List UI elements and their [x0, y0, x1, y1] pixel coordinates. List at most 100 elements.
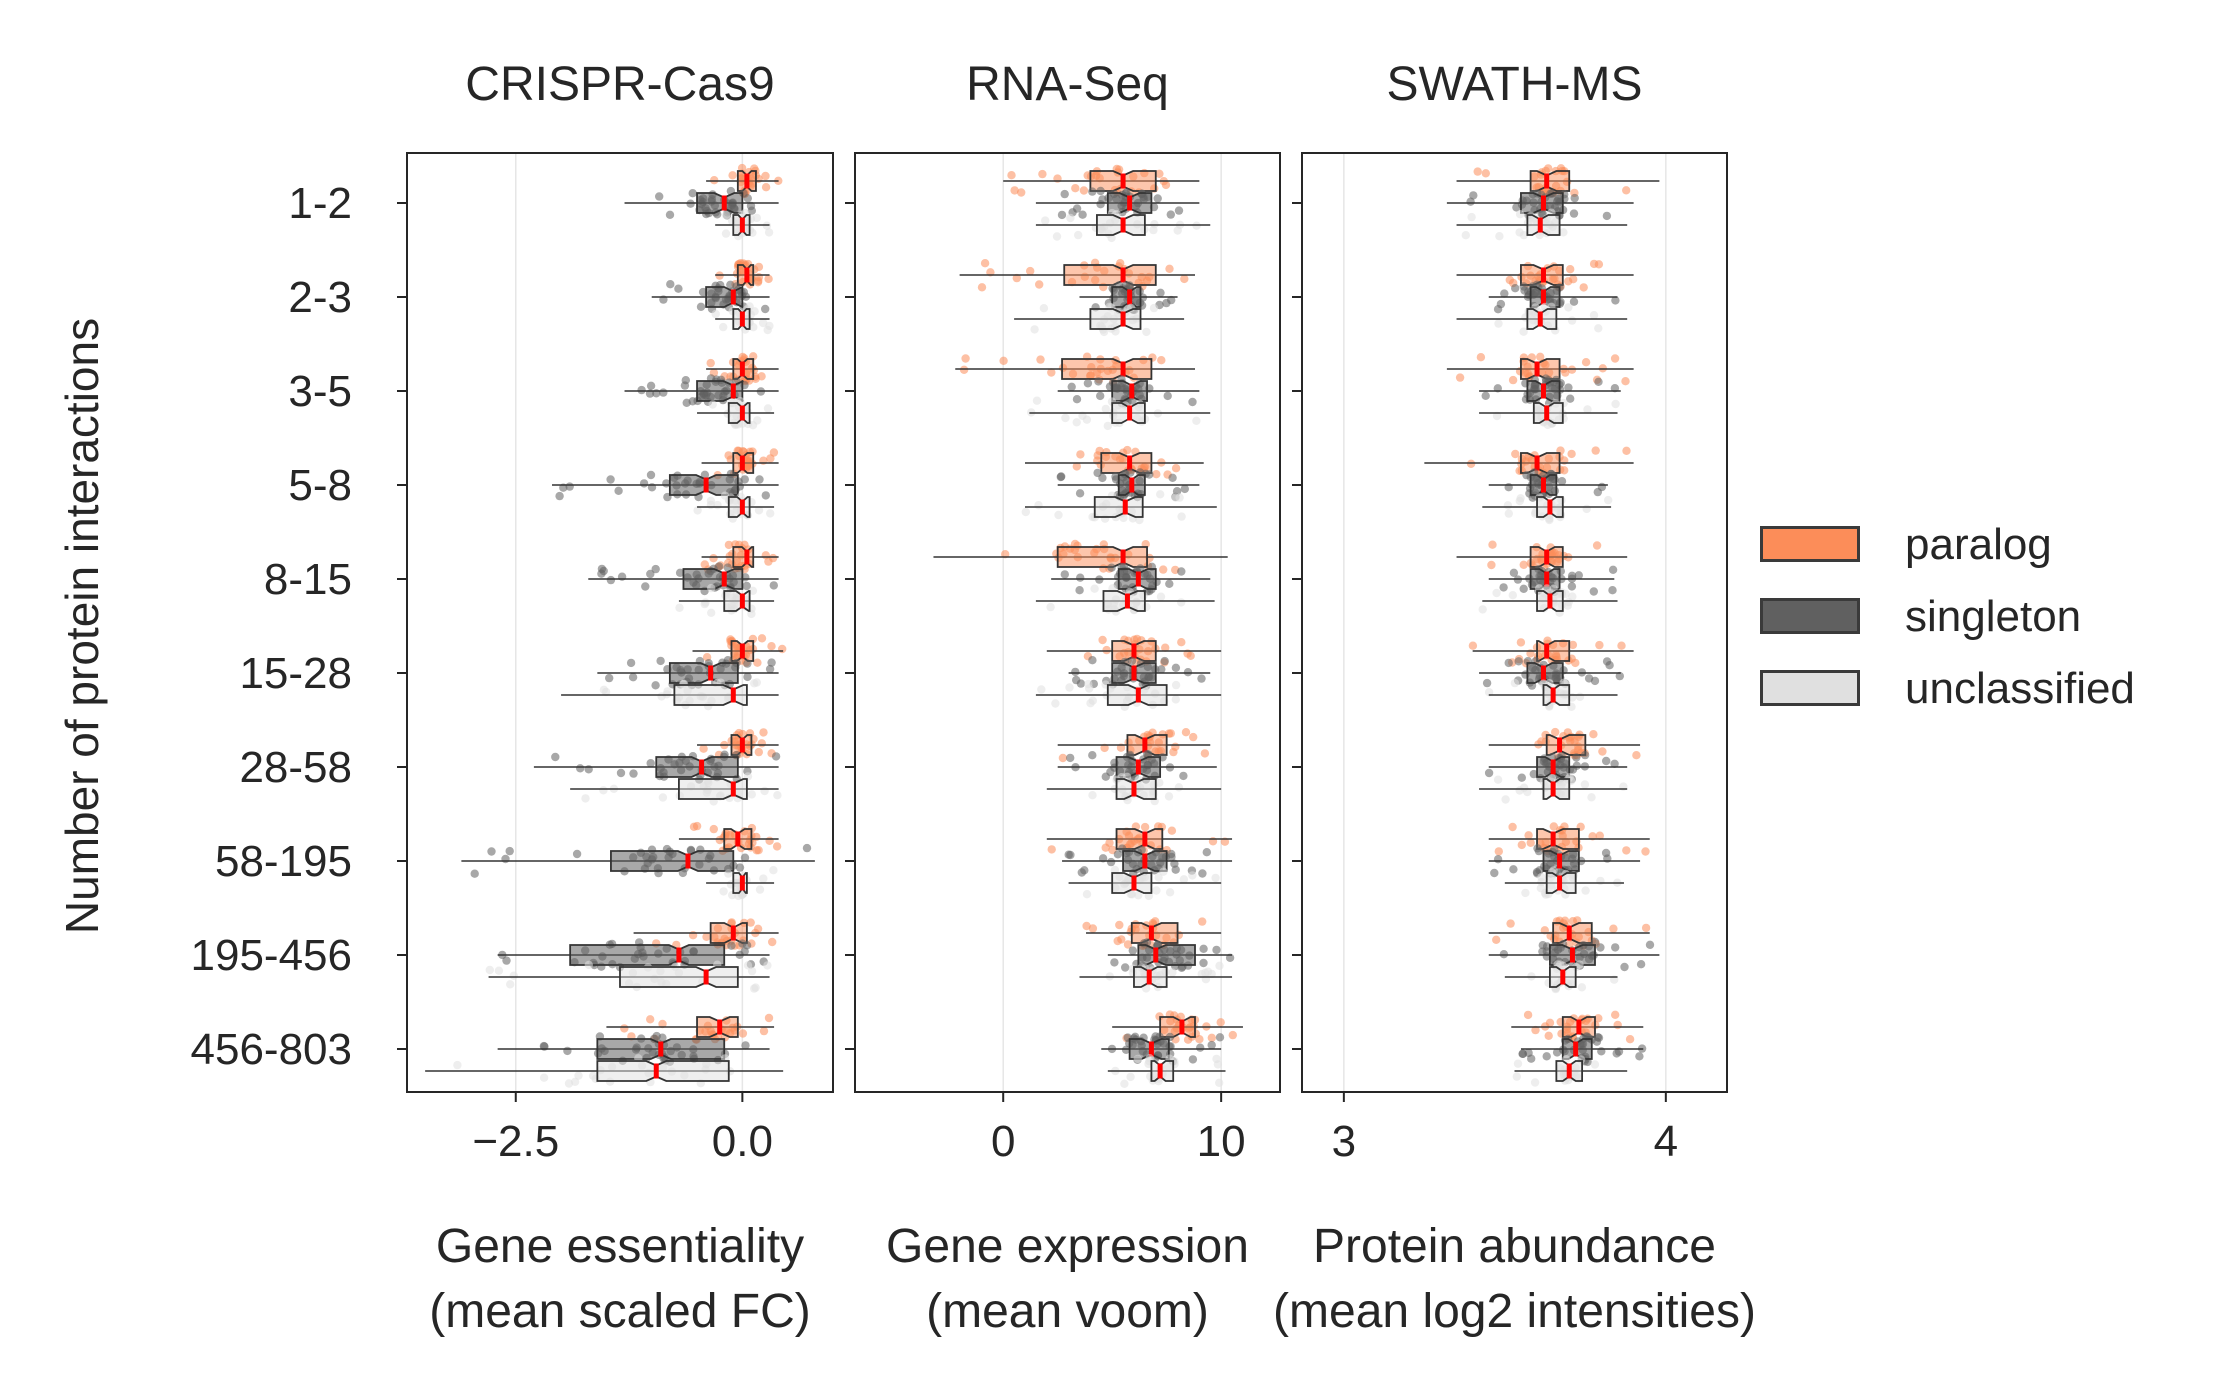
data-point-paralog [1167, 826, 1177, 835]
data-point-singleton [740, 475, 749, 484]
data-point-unclassified [1495, 232, 1504, 241]
data-point-singleton [1198, 869, 1207, 878]
data-point-unclassified [752, 678, 761, 687]
data-point-singleton [674, 284, 683, 293]
data-point-paralog [1641, 923, 1651, 933]
box-unclassified [723, 590, 751, 612]
data-point-unclassified [1142, 327, 1151, 337]
data-point-singleton [1066, 753, 1075, 763]
data-point-unclassified [1030, 325, 1039, 334]
data-point-singleton [1514, 657, 1523, 666]
data-point-paralog [761, 183, 771, 192]
data-point-singleton [1611, 296, 1620, 305]
data-point-singleton [1570, 193, 1579, 203]
data-point-paralog [1140, 822, 1150, 832]
data-point-singleton [1484, 768, 1494, 778]
data-point-paralog [1492, 935, 1501, 944]
data-point-singleton [1088, 751, 1097, 760]
data-point-unclassified [708, 400, 717, 409]
box-singleton [610, 850, 735, 872]
data-point-unclassified [1515, 786, 1524, 795]
box-singleton [705, 285, 744, 309]
data-point-paralog [1524, 831, 1533, 840]
data-point-unclassified [1082, 415, 1092, 424]
data-point-singleton [1608, 586, 1617, 595]
data-point-singleton [1636, 960, 1646, 969]
data-point-paralog [754, 747, 763, 757]
x-axis-label-line2: (mean voom) [926, 1285, 1209, 1338]
data-point-unclassified [1512, 1072, 1522, 1081]
data-point-paralog [1622, 846, 1631, 855]
box-singleton [696, 192, 744, 214]
category-label-15-28: 15-28 [239, 649, 352, 698]
data-point-paralog [1564, 277, 1573, 286]
category-ticks: 1-2 2-3 3-5 5-8 8-15 15-28 28-58 58-195 195-456 4… [191, 179, 352, 1074]
data-point-paralog [1152, 470, 1161, 479]
data-point-unclassified [1494, 319, 1503, 328]
data-point-unclassified [539, 1073, 549, 1082]
data-point-paralog [658, 1019, 667, 1029]
data-point-paralog [778, 644, 787, 654]
data-point-singleton [726, 280, 735, 289]
data-point-singleton [1574, 571, 1584, 580]
panel-rna-seq: RNA-Seq 0 10 Gene expression (mean voom) [845, 58, 1281, 1338]
data-point-singleton [1608, 565, 1618, 574]
x-tick-label: 4 [1654, 1117, 1678, 1166]
data-point-singleton [1512, 203, 1521, 212]
data-point-singleton [688, 189, 697, 198]
data-point-unclassified [599, 786, 608, 795]
data-point-unclassified [707, 608, 716, 617]
data-point-singleton [696, 302, 706, 311]
data-point-unclassified [1052, 232, 1062, 241]
data-point-singleton [755, 475, 764, 484]
data-point-singleton [1645, 940, 1655, 949]
data-point-singleton [1589, 587, 1599, 596]
data-point-unclassified [1168, 968, 1177, 977]
data-point-singleton [1620, 962, 1629, 972]
data-point-unclassified [506, 980, 515, 989]
data-point-paralog [1161, 643, 1170, 652]
data-point-singleton [651, 564, 660, 574]
data-point-singleton [1180, 484, 1190, 494]
data-point-paralog [759, 1026, 769, 1036]
data-point-paralog [1517, 840, 1527, 850]
data-point-paralog [1035, 280, 1044, 289]
data-point-paralog [646, 1015, 655, 1024]
data-point-unclassified [1177, 512, 1186, 521]
data-point-unclassified [1154, 873, 1163, 882]
data-point-unclassified [1171, 493, 1180, 502]
data-point-singleton [1542, 1052, 1551, 1061]
data-point-unclassified [1171, 695, 1181, 704]
box-paralog [1159, 1016, 1196, 1038]
x-tick-label: 3 [1332, 1117, 1356, 1166]
data-point-singleton [1499, 583, 1508, 592]
data-point-unclassified [763, 325, 772, 335]
data-point-unclassified [1515, 496, 1525, 506]
data-point-unclassified [1587, 793, 1596, 802]
data-point-singleton [1538, 947, 1547, 956]
data-point-singleton [1057, 472, 1066, 481]
data-point-paralog [765, 836, 774, 845]
data-point-unclassified [1103, 421, 1113, 431]
data-point-unclassified [743, 961, 753, 970]
data-point-paralog [1207, 1033, 1217, 1043]
data-point-singleton [655, 192, 664, 201]
data-point-singleton [714, 562, 724, 571]
category-label-1-2: 1-2 [288, 179, 352, 228]
data-point-paralog [1476, 353, 1486, 362]
data-point-singleton [1596, 943, 1605, 952]
data-point-paralog [709, 554, 718, 563]
data-point-paralog [1007, 171, 1016, 180]
data-point-singleton [1612, 1049, 1621, 1058]
data-point-singleton [742, 581, 751, 591]
data-point-unclassified [1580, 780, 1590, 789]
data-point-unclassified [759, 874, 768, 883]
data-point-paralog [1622, 446, 1631, 455]
data-point-unclassified [1133, 1054, 1143, 1064]
data-point-paralog [764, 1013, 774, 1023]
data-point-singleton [646, 470, 656, 480]
data-point-singleton [698, 287, 708, 297]
data-point-paralog [1165, 264, 1174, 273]
data-point-unclassified [1582, 504, 1591, 514]
data-point-unclassified [764, 228, 774, 237]
